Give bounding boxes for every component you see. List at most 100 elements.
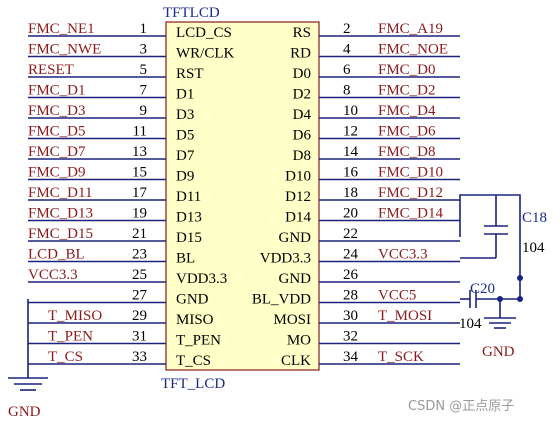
pin-number: 9: [140, 103, 148, 119]
pin-name: D12: [285, 189, 311, 205]
gnd-label-right: GND: [482, 344, 515, 360]
pin-name: D14: [285, 210, 311, 226]
pin-number: 18: [343, 185, 358, 201]
connector-body: [165, 21, 320, 371]
pin-number: 17: [132, 185, 148, 201]
pin-name: D6: [293, 128, 312, 144]
pin-name: MO: [287, 333, 311, 349]
pin-number: 14: [343, 144, 359, 160]
net-label: FMC_NWE: [28, 42, 101, 58]
net-label: FMC_D7: [28, 144, 86, 160]
pin-number: 28: [343, 288, 358, 304]
pin-number: 3: [140, 42, 148, 58]
junction-dot: [517, 296, 523, 302]
pin-name: LCD_CS: [176, 25, 232, 41]
pin-name: D15: [176, 230, 202, 246]
pin-name: RS: [293, 25, 311, 41]
net-label: FMC_D4: [378, 103, 436, 119]
pin-number: 24: [343, 247, 359, 263]
pin-name: BL: [176, 251, 195, 267]
pin-name: D13: [176, 210, 202, 226]
pin-number: 16: [343, 165, 359, 181]
net-label: FMC_D8: [378, 144, 436, 160]
pin-number: 31: [132, 329, 147, 345]
junction-dot: [517, 275, 523, 281]
c20-ref: C20: [470, 281, 495, 297]
pin-name: CLK: [281, 353, 311, 369]
pin-name: WR/CLK: [176, 46, 234, 62]
pin-name: D5: [176, 128, 194, 144]
pin-number: 23: [132, 247, 147, 263]
component-ref-bottom: TFT_LCD: [161, 376, 225, 392]
pin-name: RD: [290, 46, 311, 62]
pin-name: D4: [293, 107, 312, 123]
left-gnd-network: [8, 299, 48, 391]
pin-name: GND: [279, 271, 312, 287]
c18-value: 104: [522, 240, 545, 256]
pin-name: T_CS: [176, 353, 211, 369]
net-label: FMC_D10: [378, 165, 443, 181]
pin-name: D0: [293, 66, 311, 82]
pin-number: 11: [133, 124, 147, 140]
pin-number: 26: [343, 267, 359, 283]
pin-number: 2: [343, 21, 351, 37]
pin-number: 27: [132, 288, 148, 304]
pin-name: T_PEN: [176, 333, 221, 349]
net-label: FMC_D14: [378, 206, 444, 222]
pin-number: 5: [140, 62, 148, 78]
net-label: FMC_D1: [28, 83, 86, 99]
net-label: FMC_D5: [28, 124, 86, 140]
pin-name: VDD3.3: [176, 271, 227, 287]
pin-name: D7: [176, 148, 195, 164]
net-label: FMC_D6: [378, 124, 436, 140]
net-label: T_PEN: [48, 329, 93, 345]
pin-name: D1: [176, 87, 194, 103]
c18-ref: C18: [522, 210, 547, 226]
net-label: FMC_D2: [378, 83, 436, 99]
pin-number: 32: [343, 329, 358, 345]
pin-name: D2: [293, 87, 311, 103]
net-label: VCC3.3: [378, 247, 428, 263]
pin-name: VDD3.3: [260, 251, 311, 267]
net-label: FMC_NOE: [378, 42, 448, 58]
net-label: LCD_BL: [28, 247, 85, 263]
pin-number: 7: [140, 83, 148, 99]
net-label: FMC_D0: [378, 62, 436, 78]
pin-number: 1: [140, 21, 148, 37]
pin-number: 33: [132, 349, 147, 365]
pin-number: 6: [343, 62, 351, 78]
pin-name: D9: [176, 169, 194, 185]
watermark: CSDN @正点原子: [408, 399, 514, 414]
pin-number: 19: [132, 206, 147, 222]
pin-name: MISO: [176, 312, 214, 328]
net-label: T_MISO: [48, 308, 102, 324]
pin-name: D10: [285, 169, 311, 185]
pin-number: 15: [132, 165, 147, 181]
net-label: FMC_D15: [28, 226, 93, 242]
pin-number: 34: [343, 349, 359, 365]
pin-name: RST: [176, 66, 204, 82]
pin-number: 13: [132, 144, 147, 160]
pin-number: 21: [132, 226, 147, 242]
net-label: T_CS: [48, 349, 83, 365]
pin-name: D3: [176, 107, 194, 123]
net-label: FMC_D12: [378, 185, 443, 201]
gnd-bus-wire: [459, 194, 521, 299]
net-label: VCC5: [378, 288, 416, 304]
pin-number: 10: [343, 103, 358, 119]
net-label: FMC_A19: [378, 21, 443, 37]
pin-name: D11: [176, 189, 201, 205]
junction-dot: [497, 296, 503, 302]
net-label: FMC_NE1: [28, 21, 95, 37]
net-label: FMC_D13: [28, 206, 93, 222]
net-label: FMC_D9: [28, 165, 86, 181]
pin-number: 8: [343, 83, 351, 99]
pin-number: 22: [343, 226, 358, 242]
pin-number: 25: [132, 267, 147, 283]
pin-name: D8: [293, 148, 311, 164]
component-ref-top: TFTLCD: [163, 5, 220, 21]
net-label: T_MOSI: [378, 308, 432, 324]
pin-number: 4: [343, 42, 351, 58]
net-label: FMC_D3: [28, 103, 86, 119]
